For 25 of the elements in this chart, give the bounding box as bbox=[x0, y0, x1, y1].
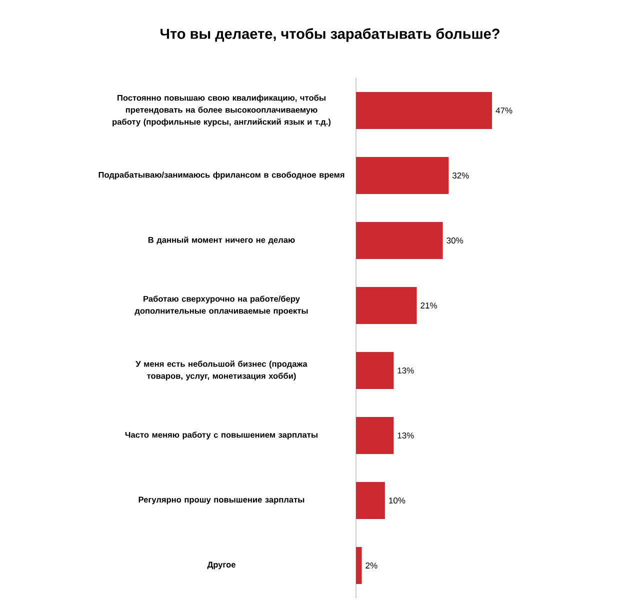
y-tick-label: Регулярно прошу повышение зарплаты bbox=[138, 496, 304, 504]
bar bbox=[356, 287, 417, 324]
bar bbox=[356, 352, 394, 390]
bar bbox=[356, 482, 385, 520]
data-label: 30% bbox=[446, 237, 464, 244]
data-label: 47% bbox=[496, 108, 512, 114]
y-tick-label: В данный момент ничего не делаю bbox=[148, 236, 295, 244]
data-label: 2% bbox=[366, 562, 378, 568]
bar bbox=[356, 92, 492, 129]
chart-title: Что вы делаете, чтобы зарабатывать больше? bbox=[160, 28, 500, 42]
data-label: 13% bbox=[398, 432, 414, 439]
bar bbox=[356, 547, 362, 584]
data-label: 32% bbox=[452, 172, 469, 179]
y-tick-label: У меня есть небольшой бизнес (продажа товаров, услуг, монетизация хобби) bbox=[136, 360, 308, 380]
bar bbox=[356, 417, 394, 454]
data-label: 21% bbox=[420, 302, 437, 308]
y-tick-label: Подрабатываю/занимаюсь фрилансом в свободное время bbox=[98, 172, 344, 180]
bar bbox=[356, 157, 449, 194]
bar bbox=[356, 222, 443, 260]
y-tick-label: Другое bbox=[207, 562, 236, 570]
data-label: 10% bbox=[389, 497, 406, 504]
y-tick-label: Часто меняю работу с повышением зарплаты bbox=[125, 432, 318, 440]
y-tick-label: Работаю сверхурочно на работе/беру дополнительные оплачиваемые проекты bbox=[134, 296, 308, 316]
data-label: 13% bbox=[398, 367, 414, 374]
y-tick-label: Постоянно повышаю свою квалификацию, чтобы претендовать на более высокооплачиваемую работу (профильные курсы, английский язык и т.д.) bbox=[112, 94, 331, 126]
